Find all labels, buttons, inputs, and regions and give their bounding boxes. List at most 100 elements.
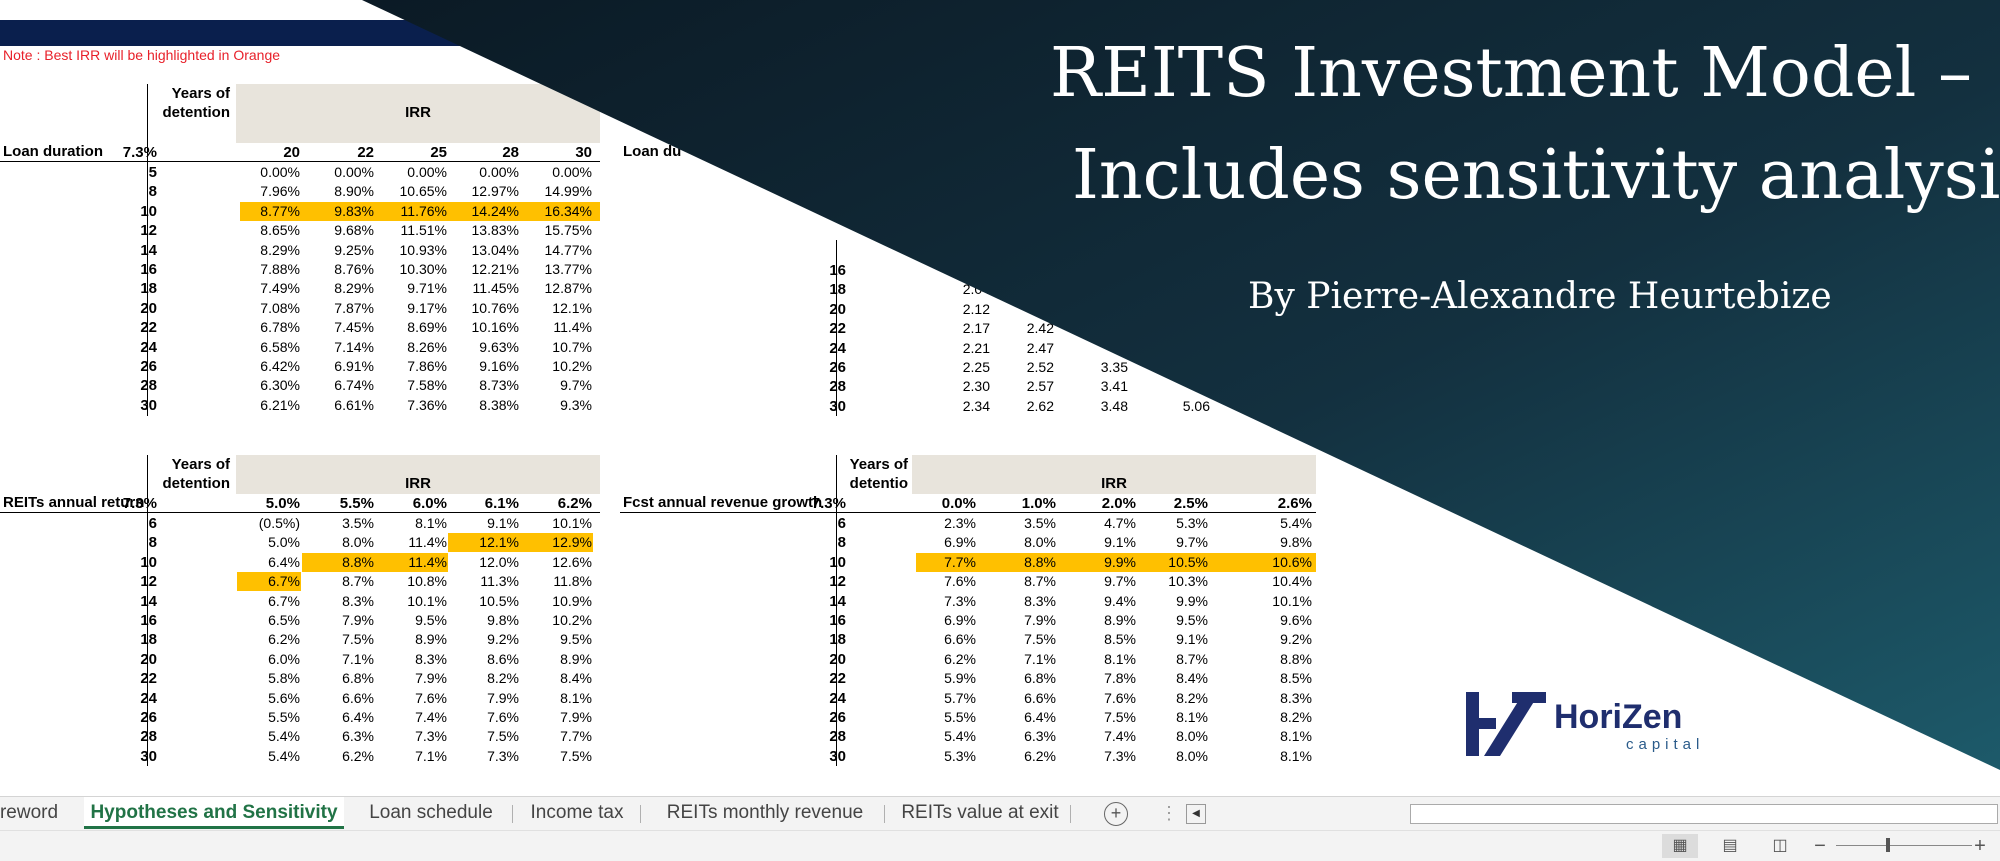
table1-row-header: 26 <box>140 358 157 375</box>
table3-cell: 7.7% <box>560 728 592 745</box>
zoom-slider-thumb[interactable] <box>1886 838 1890 852</box>
horizontal-scrollbar[interactable] <box>1410 804 1998 824</box>
sheet-tab-bar: reword Hypotheses and Sensitivity Loan sch… <box>0 796 2000 831</box>
table1-cell: 11.45% <box>472 280 519 297</box>
table4-row-header: 18 <box>829 631 846 649</box>
table4-row-header: 24 <box>829 689 846 707</box>
table3-header-underline <box>0 512 600 513</box>
table1-cell: 8.29% <box>260 241 300 258</box>
table1-row-label: Loan duration <box>3 143 103 160</box>
logo-name: HoriZen <box>1554 698 1683 736</box>
table1-cell: 7.86% <box>407 358 447 374</box>
table3-cell: 5.4% <box>268 747 300 764</box>
table4-cell: 5.9% <box>944 670 976 687</box>
table2-cell <box>1048 261 1128 280</box>
sheet-tab[interactable]: Hypotheses and Sensitivity <box>84 797 344 829</box>
table3-highlight-cell <box>237 572 301 592</box>
table1-cell: 8.65% <box>260 222 300 239</box>
normal-view-icon[interactable]: ▦ <box>1662 834 1698 858</box>
table1-cell: 10.76% <box>471 299 519 316</box>
table4-cell: 2.3% <box>944 515 976 531</box>
table2-cell <box>1130 280 1210 299</box>
table3-cell: 6.4% <box>342 709 374 725</box>
table3-cell: 10.2% <box>552 612 592 628</box>
zoom-in-button[interactable]: + <box>1974 835 1986 857</box>
table1-cell: 6.30% <box>260 377 300 394</box>
table1-cell: 9.17% <box>407 299 447 316</box>
table3-row-header: 12 <box>140 573 157 591</box>
table4-years-label: Years of detentio <box>849 456 908 492</box>
page-layout-icon[interactable]: ▤ <box>1722 837 1738 854</box>
table1-cell: 15.75% <box>544 222 592 239</box>
sheet-tab[interactable]: Income tax <box>530 802 624 823</box>
table4-cell: 9.7% <box>1104 573 1136 590</box>
table1-cell: 16.34% <box>544 202 592 219</box>
zoom-out-button[interactable]: − <box>1814 835 1826 857</box>
spreadsheet-grid[interactable]: Note : Best IRR will be highlighted in O… <box>0 0 2000 796</box>
table3-cell: 8.1% <box>560 689 592 706</box>
hz-mark-icon <box>1466 692 1546 756</box>
table3-row-header: 8 <box>148 534 157 552</box>
table3-cell: 8.3% <box>342 592 374 609</box>
table1-cell: 8.76% <box>334 261 374 277</box>
table3-cell: 8.3% <box>415 650 447 667</box>
table4-cell: 7.3% <box>1104 747 1136 764</box>
table4-cell: 10.5% <box>1168 553 1208 570</box>
table3-cell: 3.5% <box>342 515 374 531</box>
table4-cell: 8.1% <box>1280 747 1312 764</box>
table1-cell: 8.90% <box>334 183 374 200</box>
vertical-dots-icon[interactable]: ⋮ <box>1160 803 1178 823</box>
table3-cell: 7.5% <box>342 631 374 648</box>
table3-row-header: 16 <box>140 612 157 629</box>
table3-cell: 11.4% <box>408 534 447 551</box>
sheet-tab[interactable]: reword <box>0 802 59 823</box>
table4-cell: 5.3% <box>944 747 976 764</box>
table1-cell: 10.7% <box>552 338 592 355</box>
table4-cell: 8.2% <box>1280 709 1312 725</box>
table3-cell: 8.4% <box>560 670 592 687</box>
table2-cell <box>974 300 1054 319</box>
triangle-left-icon[interactable]: ◀ <box>1186 804 1206 824</box>
table1-cell: 8.38% <box>479 396 519 413</box>
table3-cell: 6.5% <box>268 612 300 628</box>
table3-cell: 9.8% <box>487 612 519 628</box>
table3-cell: 8.0% <box>342 534 374 551</box>
table1-cell: 10.2% <box>552 358 592 374</box>
table3-cell: 8.9% <box>415 631 447 648</box>
table2-cell <box>1048 300 1128 319</box>
table1-cell: 6.61% <box>334 396 374 413</box>
table1-cell: 12.1% <box>552 299 592 316</box>
table1-cell: 7.96% <box>260 183 300 200</box>
table4-col-header: 0.0% <box>941 495 976 512</box>
table3-cell: 11.4% <box>408 553 447 570</box>
table4-cell: 10.1% <box>1272 592 1312 609</box>
table1-cell: 7.14% <box>334 338 374 355</box>
table1-row-header: 28 <box>140 377 157 395</box>
table1-col-header: 30 <box>575 144 592 161</box>
table3-cell: 7.3% <box>415 728 447 745</box>
table4-cell: 7.4% <box>1104 728 1136 745</box>
zoom-slider[interactable] <box>1836 838 1972 852</box>
table1-cell: 10.65% <box>399 183 447 200</box>
table1-cell: 9.16% <box>479 358 519 374</box>
table4-cell: 8.3% <box>1024 592 1056 609</box>
table3-cell: 10.9% <box>552 592 592 609</box>
table1-cell: 12.97% <box>471 183 519 200</box>
table4-cell: 8.1% <box>1176 709 1208 725</box>
table2-row-label: Loan du <box>623 143 682 160</box>
table1-cell: 7.58% <box>407 377 447 394</box>
table4-cell: 9.8% <box>1280 534 1312 551</box>
page-break-icon[interactable]: ◫ <box>1772 837 1788 854</box>
table1-col-header: 25 <box>430 144 447 161</box>
plus-circle-icon[interactable]: + <box>1104 802 1128 826</box>
table3-cell: 10.5% <box>479 592 519 609</box>
sheet-tab[interactable]: REITs monthly revenue <box>666 802 864 823</box>
table2-cell: 5.06 <box>1182 397 1210 414</box>
table3-cell: 7.1% <box>342 650 374 667</box>
sheet-tab[interactable]: REITs value at exit <box>901 802 1059 823</box>
sheet-tab[interactable]: Loan schedule <box>369 802 493 823</box>
table3-cell: 8.8% <box>342 553 374 570</box>
table1-row-header: 14 <box>140 241 157 259</box>
table1-cell: 6.21% <box>260 396 300 413</box>
table4-cell: 3.5% <box>1024 515 1056 531</box>
